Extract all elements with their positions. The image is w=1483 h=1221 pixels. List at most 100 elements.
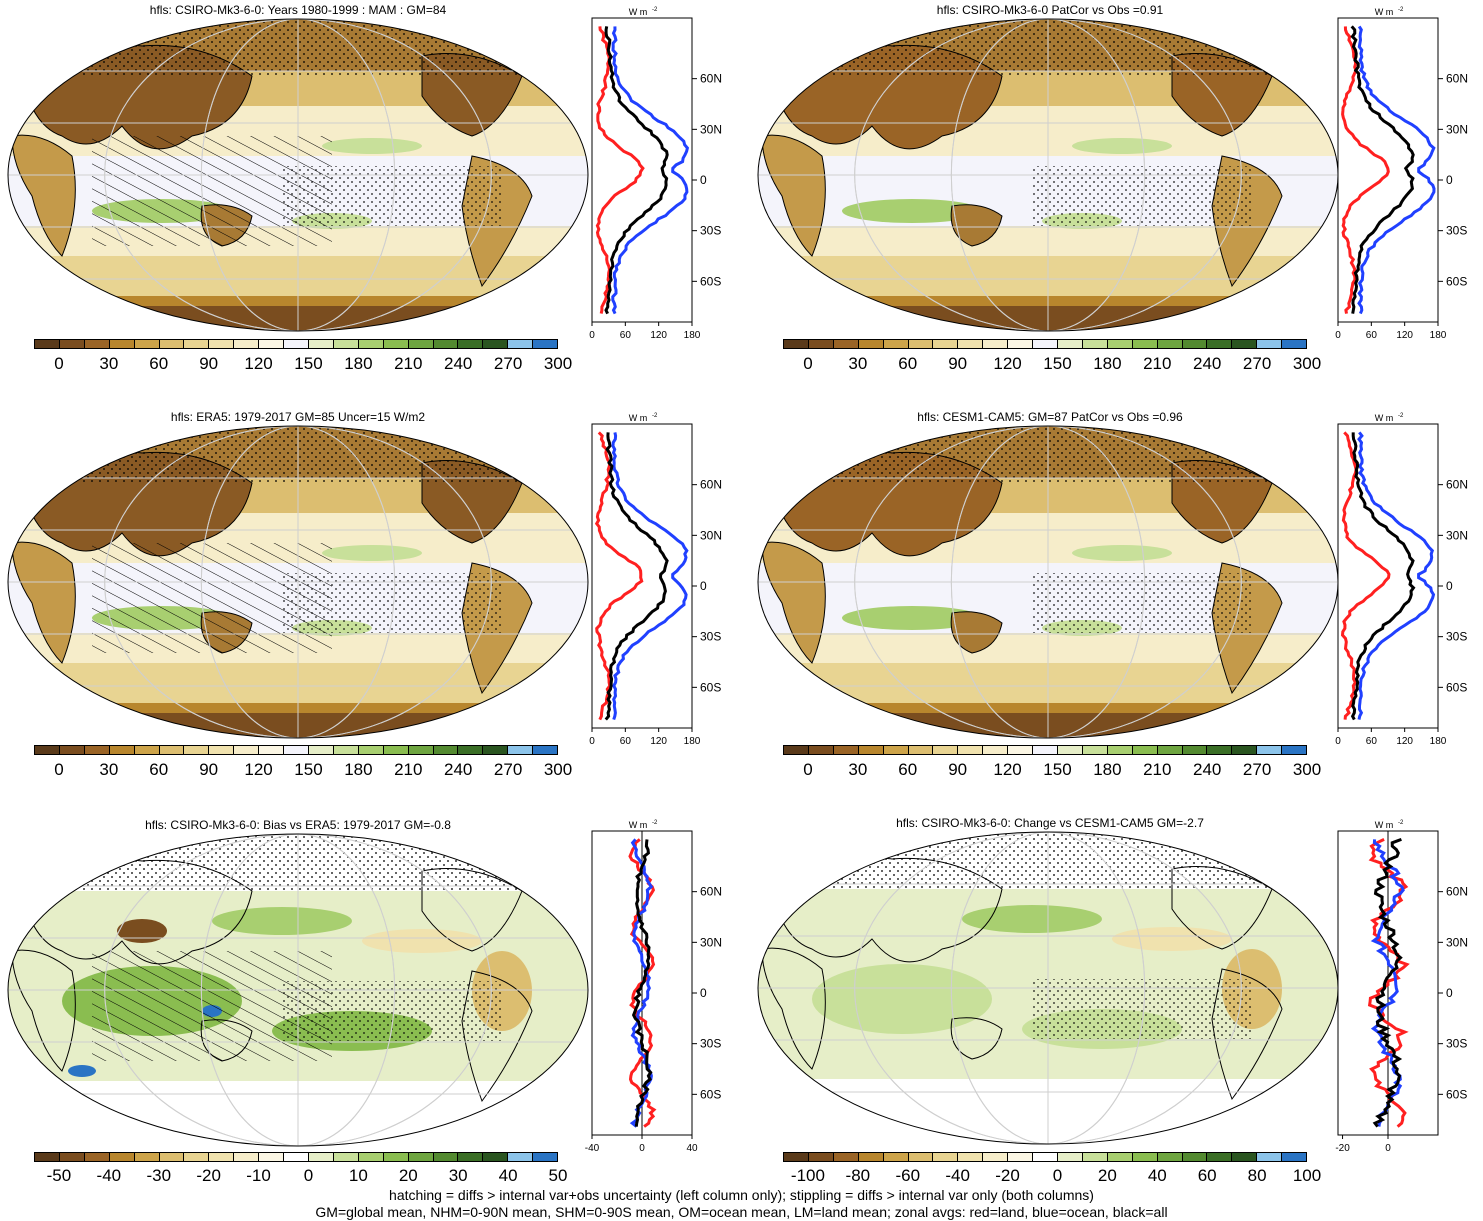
colorbar-swatch (832, 1153, 858, 1161)
zonal-x-tick-label: 60 (620, 330, 632, 341)
colorbar-swatch (1081, 746, 1107, 754)
colorbar-swatch (307, 1153, 333, 1161)
colorbar-tick-label: 0 (54, 354, 64, 373)
colorbar-tick-label: 240 (444, 354, 473, 373)
panel5-map (7, 833, 589, 1147)
colorbar-swatch (183, 746, 209, 754)
zonal-lat-label: 30N (700, 935, 722, 949)
colorbar-tick-label: -60 (895, 1166, 921, 1185)
colorbar-tick-label: 60 (149, 760, 169, 779)
panel2-map (757, 18, 1339, 332)
colorbar-tick-label: 50 (548, 1166, 568, 1185)
colorbar-tick-label: 20 (398, 1166, 418, 1185)
colorbar-swatch (1281, 746, 1307, 754)
colorbar-swatch (1156, 340, 1182, 348)
colorbar-swatch (857, 1153, 883, 1161)
colorbar-swatch (58, 340, 84, 348)
zonal-x-tick-label: -40 (585, 1143, 600, 1154)
colorbar-swatch (1056, 1153, 1082, 1161)
colorbar-swatch (482, 1153, 508, 1161)
colorbar-tick-label: 0 (1052, 1166, 1063, 1185)
colorbar-tick-label: 240 (444, 760, 473, 779)
colorbar-tick-label: 300 (1292, 760, 1322, 779)
colorbar-swatch (1131, 746, 1157, 754)
zonal-all-line (1372, 837, 1403, 1128)
colorbar-swatch (1156, 1153, 1182, 1161)
colorbar-swatch (1056, 746, 1082, 754)
colorbar-swatch (982, 746, 1008, 754)
zonal-x-tick-label: 60 (1366, 736, 1378, 747)
zonal-units-label: W m (1375, 7, 1394, 17)
zonal-lat-label: 60N (1446, 478, 1468, 492)
zonal-lat-label: 60N (700, 72, 722, 86)
colorbar-tick-label: 150 (1043, 760, 1072, 779)
colorbar-swatch (1032, 1153, 1057, 1161)
colorbar-swatch (183, 1153, 209, 1161)
zonal-all-line (1350, 432, 1416, 721)
colorbar-swatch (258, 340, 284, 348)
colorbar-swatch (532, 746, 558, 754)
zonal-land-line (1340, 431, 1391, 720)
zonal-lat-label: 60N (700, 478, 722, 492)
colorbar-tick-label: 0 (803, 354, 813, 373)
panel1-colorbar-labels: 0 30 60 90 120 150 180 210 240 270 300 (34, 354, 572, 376)
zonal-units-label: W m (629, 7, 648, 17)
colorbar-swatch (35, 746, 59, 754)
zonal-x-tick-label: 120 (650, 736, 667, 747)
colorbar-swatch (1056, 340, 1082, 348)
colorbar-swatch (507, 746, 533, 754)
colorbar-swatch (208, 1153, 234, 1161)
colorbar-swatch (532, 340, 558, 348)
colorbar-tick-label: 40 (498, 1166, 518, 1185)
colorbar-swatch (1181, 746, 1207, 754)
zonal-x-tick-label: 120 (650, 330, 667, 341)
colorbar-swatch (1131, 340, 1157, 348)
zonal-lat-label: 0 (700, 173, 707, 187)
colorbar-swatch (1256, 1153, 1282, 1161)
colorbar-swatch (432, 1153, 458, 1161)
colorbar-swatch (158, 746, 184, 754)
zonal-lat-label: 0 (700, 986, 707, 1000)
colorbar-swatch (307, 340, 333, 348)
zonal-lat-label: 60N (1446, 885, 1468, 899)
zonal-land-line (595, 26, 645, 314)
zonal-x-tick-label: 60 (1366, 330, 1378, 341)
colorbar-swatch (382, 746, 408, 754)
zonal-x-tick-label: 0 (1385, 1143, 1391, 1154)
panel4-colorbar-labels: 0 30 60 90 120 150 180 210 240 270 300 (783, 760, 1321, 782)
colorbar-swatch (457, 340, 483, 348)
colorbar-swatch (283, 340, 308, 348)
colorbar-tick-label: -50 (46, 1166, 72, 1185)
zonal-units-exponent: -2 (1398, 413, 1404, 419)
zonal-all-line (604, 432, 669, 721)
colorbar-swatch (784, 340, 808, 348)
colorbar-swatch (1231, 746, 1257, 754)
footer-legend-note: GM=global mean, NHM=0-90N mean, SHM=0-90… (315, 1204, 1168, 1220)
colorbar-swatch (832, 340, 858, 348)
zonal-x-tick-label: 120 (1396, 330, 1413, 341)
colorbar-swatch (907, 340, 933, 348)
zonal-x-tick-label: 0 (639, 1143, 645, 1154)
colorbar-swatch (832, 746, 858, 754)
colorbar-tick-label: 300 (1292, 354, 1322, 373)
colorbar-tick-label: 180 (344, 760, 373, 779)
zonal-land-line (1341, 26, 1390, 314)
colorbar-swatch (58, 746, 84, 754)
colorbar-tick-label: -100 (790, 1166, 825, 1185)
colorbar-swatch (1156, 746, 1182, 754)
colorbar-swatch (1231, 1153, 1257, 1161)
zonal-all-line (631, 839, 653, 1127)
colorbar-swatch (208, 746, 234, 754)
colorbar-swatch (457, 1153, 483, 1161)
colorbar-swatch (507, 340, 533, 348)
colorbar-swatch (1206, 1153, 1232, 1161)
zonal-x-tick-label: 180 (1430, 330, 1447, 341)
colorbar-tick-label: 240 (1193, 760, 1222, 779)
colorbar-tick-label: 120 (993, 354, 1022, 373)
colorbar-swatch (957, 1153, 983, 1161)
colorbar-swatch (83, 1153, 109, 1161)
panel6-map (757, 831, 1339, 1145)
colorbar-tick-label: -10 (246, 1166, 271, 1185)
colorbar-swatch (307, 746, 333, 754)
colorbar-tick-label: 120 (993, 760, 1022, 779)
